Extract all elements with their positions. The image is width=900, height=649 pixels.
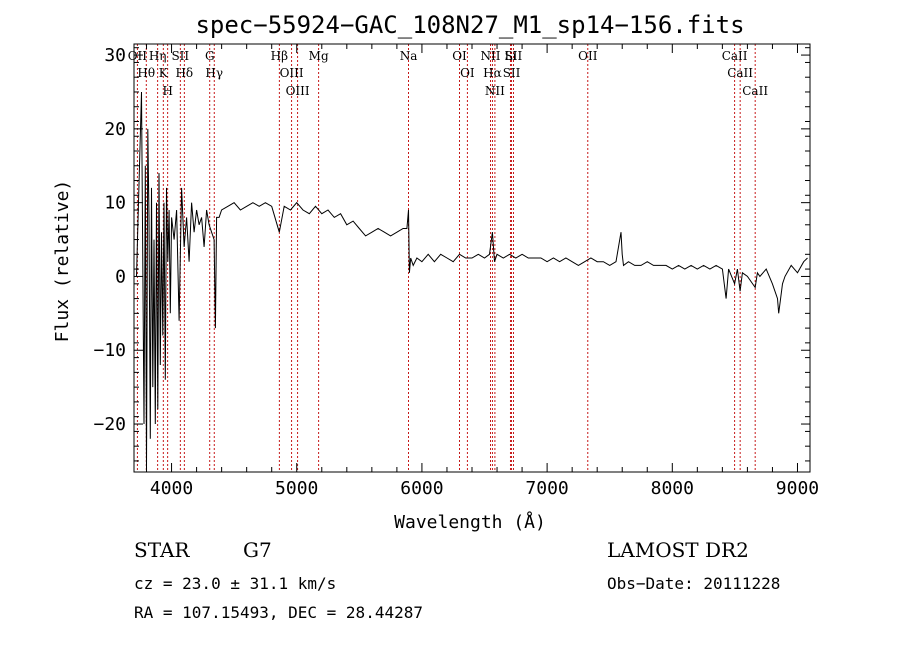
spectral-line-label: CaII (727, 66, 753, 80)
spectral-line-label: NII (485, 84, 505, 98)
x-tick-label: 4000 (150, 478, 193, 499)
coords-text: RA = 107.15493, DEC = 28.44287 (134, 603, 423, 622)
spectral-line-label: SII (171, 49, 189, 63)
redshift-text: cz = 23.0 ± 31.1 km/s (134, 574, 337, 593)
spectral-line-label: Hδ (175, 66, 193, 80)
y-tick-label: −10 (93, 340, 126, 361)
spectral-line-label: Hγ (205, 66, 223, 80)
flux-series (136, 91, 808, 469)
flux-line (136, 91, 808, 469)
spectral-line-label: OII (128, 49, 148, 63)
spectral-line-label: Na (400, 49, 418, 63)
y-tick-label: 30 (104, 45, 126, 66)
spectral-line-label: Mg (309, 49, 329, 63)
spectral-line-label: H (162, 84, 172, 98)
spectral-line-label: CaII (722, 49, 748, 63)
x-tick-label: 7000 (525, 478, 568, 499)
spectral-line-label: OIII (286, 84, 310, 98)
spectral-line-label: Hα (483, 66, 502, 80)
x-tick-label: 9000 (776, 478, 819, 499)
y-tick-label: 20 (104, 119, 126, 140)
x-axis-label: Wavelength (Å) (394, 511, 546, 533)
spectral-line-labels: OII Hθ Hη KH SII Hδ G Hγ Hβ OIII OIII Mg Na OI OI NII Hα… (128, 49, 769, 98)
y-tick-label: −20 (93, 414, 126, 435)
spectral-line-label: OI (460, 66, 475, 80)
spectral-line-label: OII (578, 49, 598, 63)
x-tick-label: 8000 (651, 478, 694, 499)
x-tick-label: 6000 (400, 478, 443, 499)
spectral-line-label: NII (481, 49, 501, 63)
spectral-line-label: Li (505, 49, 517, 63)
object-class-text: STAR (134, 538, 190, 562)
y-axis-label: Flux (relative) (52, 180, 73, 343)
spectral-line-label: Hθ (137, 66, 155, 80)
subclass-text: G7 (243, 538, 272, 562)
obs-date-text: Obs−Date: 20111228 (607, 574, 781, 593)
spectral-line-label: OIII (280, 66, 304, 80)
y-tick-label: 0 (115, 266, 126, 287)
spectral-line-label: Hη (149, 49, 167, 63)
spectral-line-label: CaII (742, 84, 768, 98)
plot-axes: 4000 5000 6000 7000 8000 9000 −20 −10 0 10 20 30 (93, 43, 819, 499)
spectral-line-markers (136, 44, 756, 472)
spectral-line-label: SII (505, 49, 523, 63)
spectral-line-label: K (159, 66, 169, 80)
spectral-line-label: Hβ (271, 49, 288, 63)
chart-title: spec−55924−GAC_108N27_M1_sp14−156.fits (195, 11, 744, 39)
spectral-line-label: G (205, 49, 215, 63)
spectral-line-label: SII (503, 66, 521, 80)
y-tick-label: 10 (104, 193, 126, 214)
survey-text: LAMOST DR2 (607, 538, 749, 562)
x-tick-label: 5000 (275, 478, 318, 499)
spectral-line-label: OI (452, 49, 467, 63)
